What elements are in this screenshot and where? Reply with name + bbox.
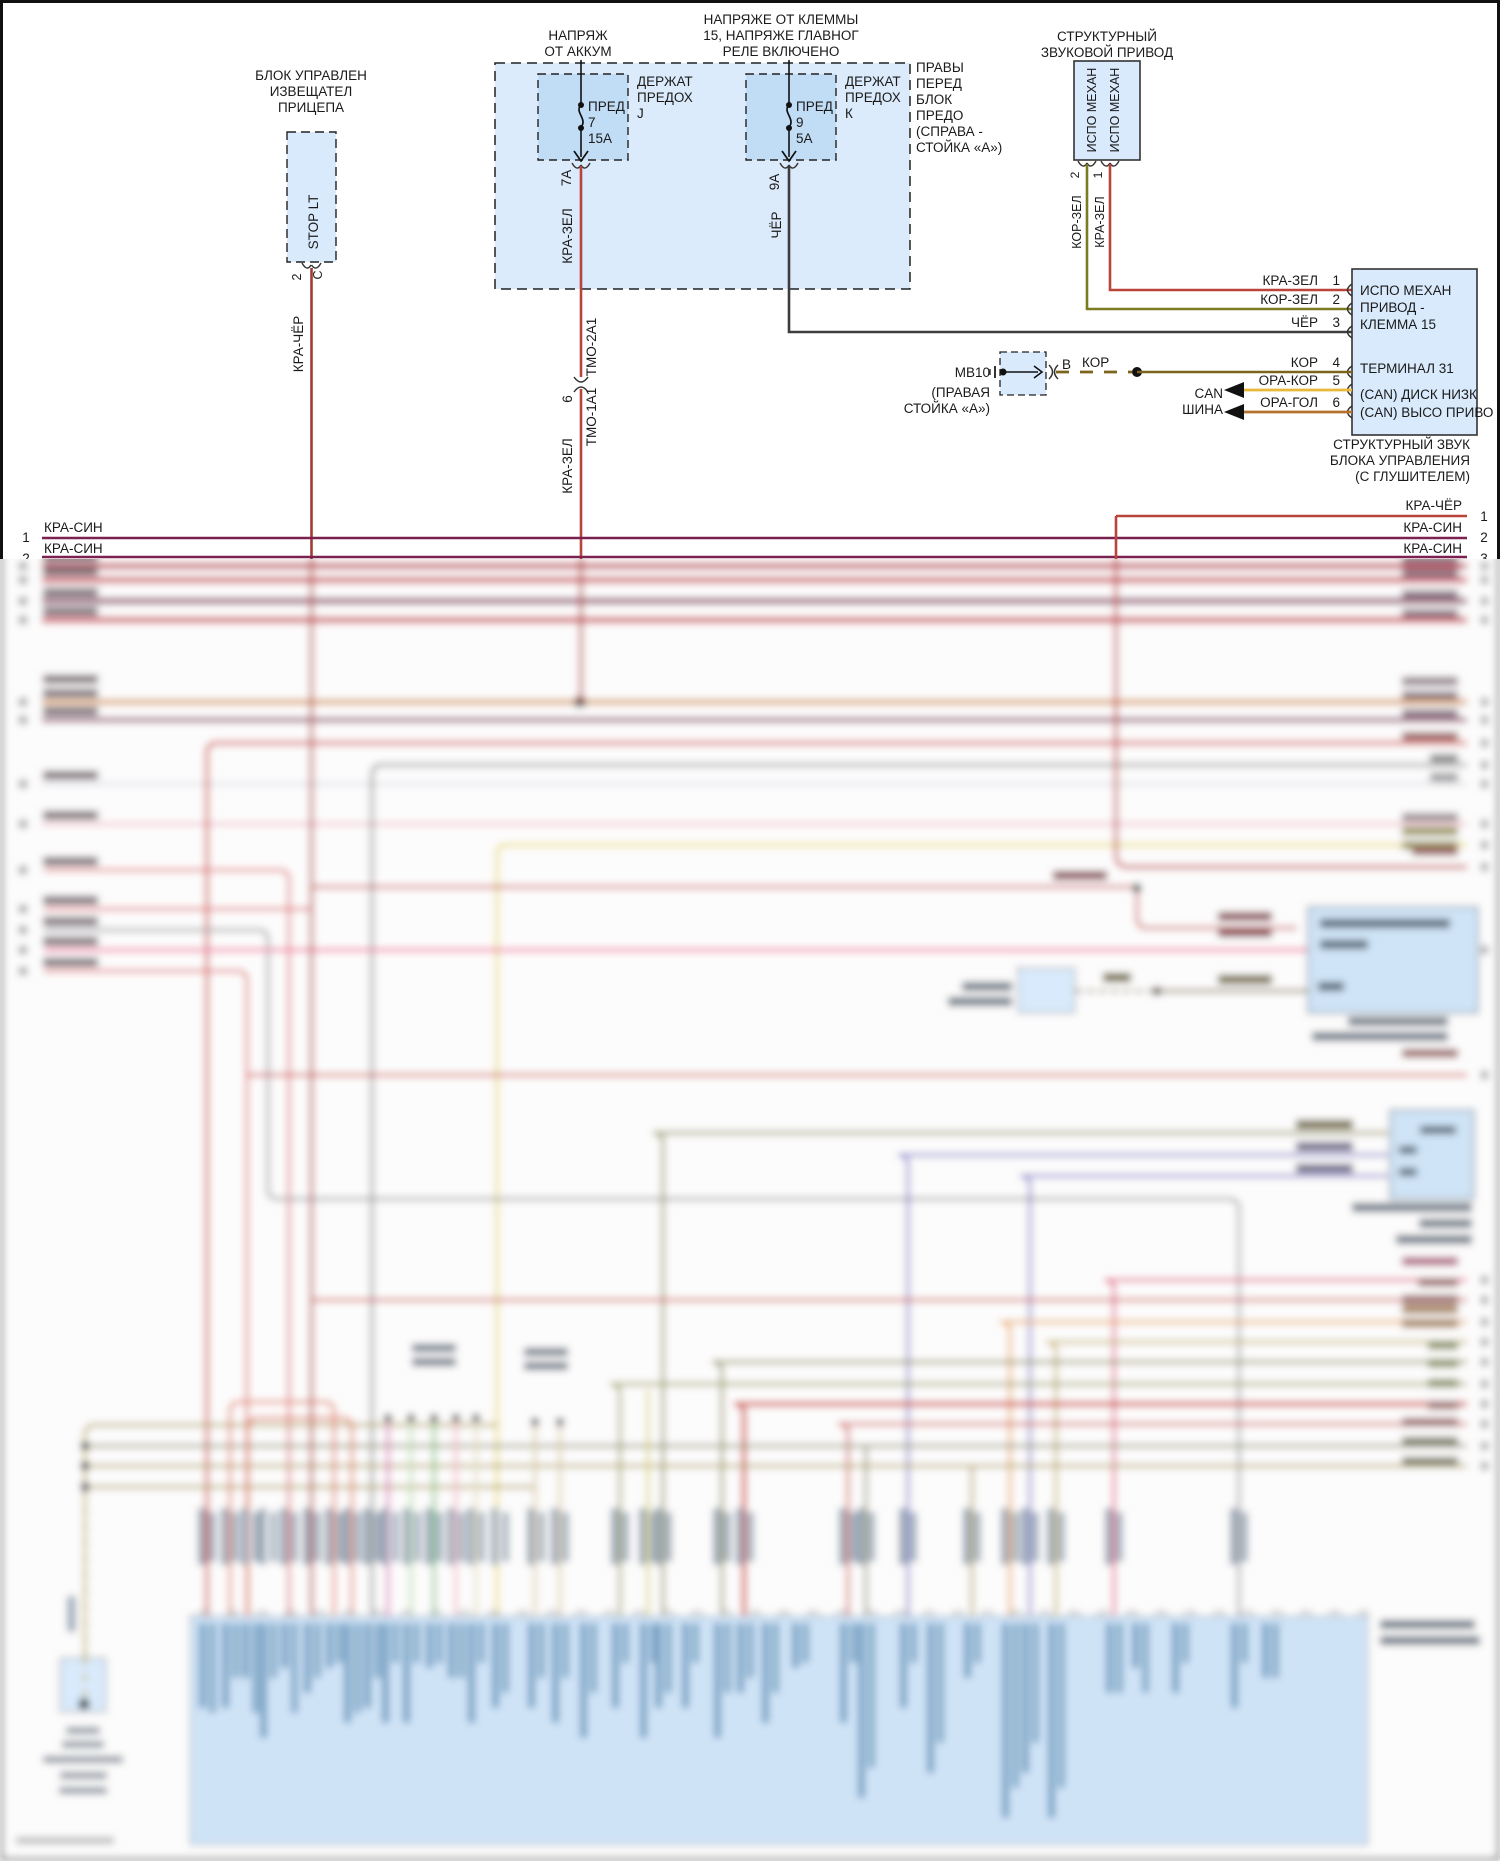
svg-text:1: 1 <box>22 530 30 545</box>
svg-text:6: 6 <box>1332 395 1340 410</box>
svg-text:СТРУКТУРНЫЙ: СТРУКТУРНЫЙ <box>1057 29 1157 44</box>
svg-text:2: 2 <box>290 273 304 280</box>
svg-text:СТОЙКА «А»): СТОЙКА «А») <box>904 401 990 416</box>
svg-text:9: 9 <box>796 115 804 130</box>
svg-text:5: 5 <box>1332 373 1340 388</box>
svg-text:КОР: КОР <box>1291 355 1318 370</box>
svg-text:ШИНА: ШИНА <box>1182 402 1223 417</box>
svg-text:(ПРАВАЯ: (ПРАВАЯ <box>931 385 990 400</box>
svg-text:15, НАПРЯЖЕ ГЛАВНОГ: 15, НАПРЯЖЕ ГЛАВНОГ <box>703 28 859 43</box>
svg-text:C: C <box>311 270 325 279</box>
svg-text:ЧЁР: ЧЁР <box>769 211 784 238</box>
svg-text:2: 2 <box>1332 292 1340 307</box>
svg-text:МВ10: МВ10 <box>955 365 990 380</box>
svg-text:СТОЙКА «А»): СТОЙКА «А») <box>916 140 1002 155</box>
svg-text:2: 2 <box>22 551 30 566</box>
svg-text:ЗВУКОВОЙ ПРИВОД: ЗВУКОВОЙ ПРИВОД <box>1041 45 1173 60</box>
svg-text:БЛОК: БЛОК <box>916 92 952 107</box>
svg-text:6: 6 <box>560 395 575 403</box>
svg-text:КРА-СИН: КРА-СИН <box>1403 541 1462 556</box>
svg-text:3: 3 <box>1480 551 1488 566</box>
svg-text:СТРУКТУРНЫЙ ЗВУК: СТРУКТУРНЫЙ ЗВУК <box>1333 437 1470 452</box>
svg-text:ИСПО МЕХАН: ИСПО МЕХАН <box>1085 68 1099 153</box>
svg-text:ПРЕД: ПРЕД <box>796 99 833 114</box>
svg-text:5А: 5А <box>796 131 813 146</box>
svg-text:ПРЕД: ПРЕД <box>588 99 625 114</box>
svg-text:ПРЕДОХ: ПРЕДОХ <box>845 90 901 105</box>
svg-text:ЧЁР: ЧЁР <box>1291 315 1318 330</box>
svg-text:КРА-СИН: КРА-СИН <box>44 541 103 556</box>
svg-text:ПРЕДО: ПРЕДО <box>916 108 963 123</box>
svg-text:ПРЕДОХ: ПРЕДОХ <box>637 90 693 105</box>
svg-text:К: К <box>845 106 853 121</box>
svg-text:(CAN) ВЫСО ПРИВО: (CAN) ВЫСО ПРИВО <box>1360 405 1493 420</box>
svg-text:15А: 15А <box>588 131 612 146</box>
svg-text:9А: 9А <box>767 174 782 191</box>
svg-text:НАПРЯЖЕ ОТ КЛЕММЫ: НАПРЯЖЕ ОТ КЛЕММЫ <box>704 12 859 27</box>
svg-text:ОРА-ГОЛ: ОРА-ГОЛ <box>1260 395 1318 410</box>
svg-text:В: В <box>1062 357 1071 372</box>
svg-text:(CAN) ДИСК НИЗК: (CAN) ДИСК НИЗК <box>1360 387 1477 402</box>
svg-text:КОР-ЗЕЛ: КОР-ЗЕЛ <box>1070 195 1084 248</box>
svg-text:1: 1 <box>1480 509 1488 524</box>
svg-text:1: 1 <box>1332 273 1340 288</box>
svg-text:КОР: КОР <box>1082 355 1109 370</box>
svg-text:ДЕРЖАТ: ДЕРЖАТ <box>845 74 901 89</box>
svg-text:ПРИЦЕПА: ПРИЦЕПА <box>278 100 344 115</box>
svg-text:(СПРАВА -: (СПРАВА - <box>916 124 983 139</box>
svg-text:ТМО-2А1: ТМО-2А1 <box>584 318 599 377</box>
svg-text:2: 2 <box>1068 171 1082 178</box>
svg-text:STOP LT: STOP LT <box>306 195 321 250</box>
svg-text:ОРА-КОР: ОРА-КОР <box>1259 373 1318 388</box>
svg-text:4: 4 <box>1332 355 1340 370</box>
svg-text:БЛОК УПРАВЛЕН: БЛОК УПРАВЛЕН <box>255 68 367 83</box>
svg-text:КОР-ЗЕЛ: КОР-ЗЕЛ <box>1260 292 1318 307</box>
svg-text:ПРИВОД -: ПРИВОД - <box>1360 300 1425 315</box>
svg-text:БЛОКА УПРАВЛЕНИЯ: БЛОКА УПРАВЛЕНИЯ <box>1330 453 1470 468</box>
svg-text:КРА-ЗЕЛ: КРА-ЗЕЛ <box>560 208 575 263</box>
svg-text:(С ГЛУШИТЕЛЕМ): (С ГЛУШИТЕЛЕМ) <box>1355 469 1470 484</box>
svg-text:J: J <box>637 106 644 121</box>
svg-text:КРА-ЗЕЛ: КРА-ЗЕЛ <box>560 438 575 493</box>
svg-text:РЕЛЕ ВКЛЮЧЕНО: РЕЛЕ ВКЛЮЧЕНО <box>723 44 840 59</box>
svg-text:CAN: CAN <box>1194 386 1223 401</box>
svg-text:КРА-ЧЁР: КРА-ЧЁР <box>1406 498 1462 513</box>
svg-text:КРА-ЗЕЛ: КРА-ЗЕЛ <box>1263 273 1318 288</box>
svg-text:7А: 7А <box>559 170 574 187</box>
svg-text:ПРАВЫ: ПРАВЫ <box>916 60 964 75</box>
svg-text:КРА-ЧЁР: КРА-ЧЁР <box>291 316 306 372</box>
svg-text:КРА-СИН: КРА-СИН <box>44 520 103 535</box>
svg-text:ДЕРЖАТ: ДЕРЖАТ <box>637 74 693 89</box>
svg-text:КРА-ЗЕЛ: КРА-ЗЕЛ <box>1093 196 1107 247</box>
svg-text:1: 1 <box>1091 171 1105 178</box>
svg-text:ИСПО МЕХАН: ИСПО МЕХАН <box>1108 68 1122 153</box>
svg-text:НАПРЯЖ: НАПРЯЖ <box>548 28 608 43</box>
svg-text:КЛЕММА 15: КЛЕММА 15 <box>1360 317 1436 332</box>
svg-text:ОТ АККУМ: ОТ АККУМ <box>544 44 611 59</box>
svg-text:3: 3 <box>1332 315 1340 330</box>
svg-text:7: 7 <box>588 115 596 130</box>
svg-text:КРА-СИН: КРА-СИН <box>1403 520 1462 535</box>
svg-text:2: 2 <box>1480 530 1488 545</box>
svg-text:ПЕРЕД: ПЕРЕД <box>916 76 962 91</box>
svg-text:ИСПО МЕХАН: ИСПО МЕХАН <box>1360 283 1451 298</box>
svg-text:ТЕРМИНАЛ 31: ТЕРМИНАЛ 31 <box>1360 361 1454 376</box>
svg-text:ИЗВЕЩАТЕЛ: ИЗВЕЩАТЕЛ <box>270 84 353 99</box>
svg-text:ТМО-1А1: ТМО-1А1 <box>584 388 599 447</box>
